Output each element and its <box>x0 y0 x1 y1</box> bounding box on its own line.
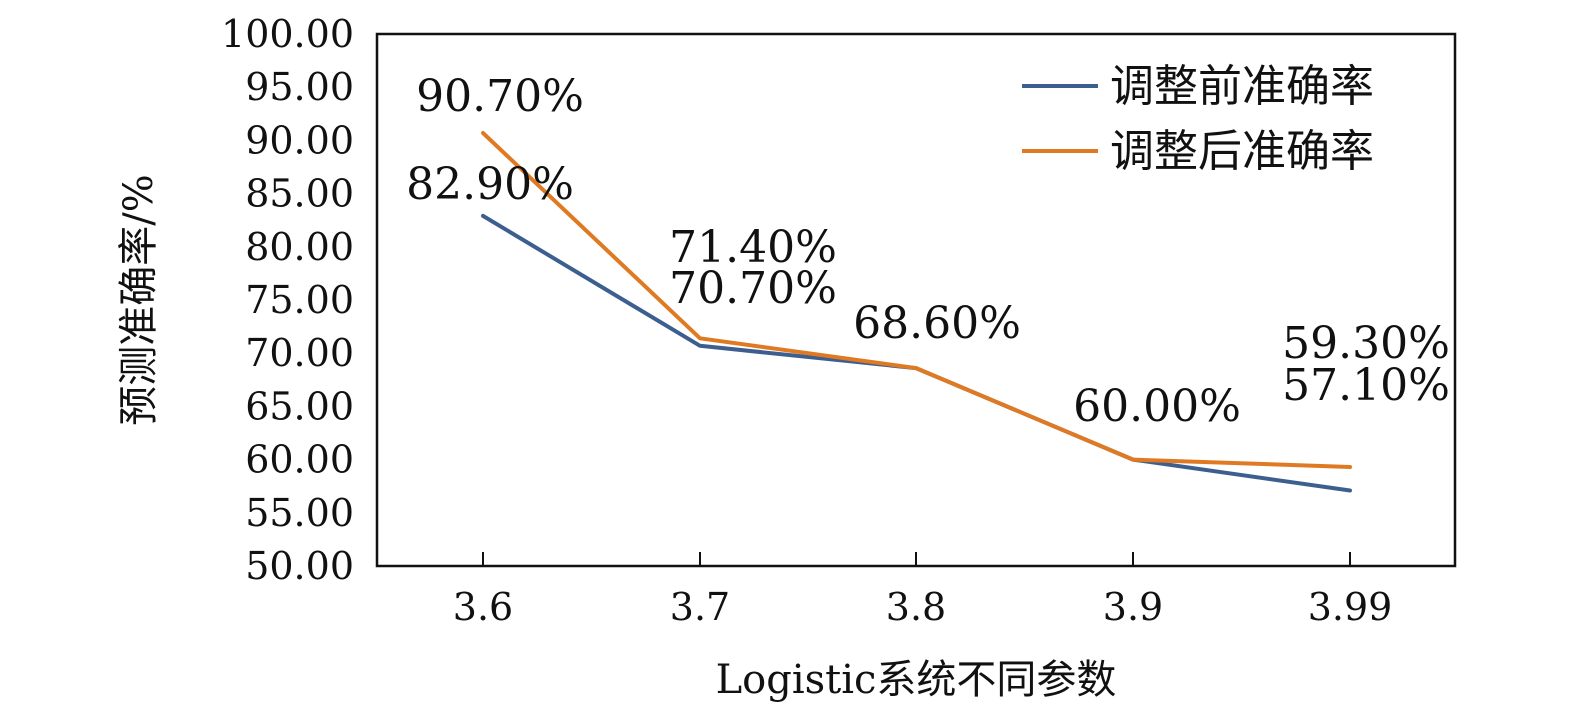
legend: 调整前准确率 调整后准确率 <box>1022 61 1374 177</box>
series-line-after <box>481 131 1352 469</box>
data-label: 68.60% <box>853 298 1021 349</box>
y-tick-label: 60.00 <box>245 438 354 482</box>
y-tick-label: 100.00 <box>221 12 354 56</box>
y-axis-title: 预测准确率/% <box>116 174 162 425</box>
y-tick-label: 55.00 <box>245 491 354 535</box>
x-axis-title: Logistic系统不同参数 <box>716 657 1117 703</box>
x-tick-label: 3.8 <box>886 585 946 629</box>
x-tick-label: 3.7 <box>670 585 730 629</box>
y-tick-label: 90.00 <box>245 118 354 162</box>
series-layer <box>481 131 1352 493</box>
x-tick-label: 3.99 <box>1308 585 1393 629</box>
data-label: 57.10% <box>1282 360 1450 411</box>
data-label: 60.00% <box>1073 381 1241 432</box>
x-tick-label: 3.9 <box>1103 585 1163 629</box>
data-label: 82.90% <box>406 159 574 210</box>
x-axis: 3.6 3.7 3.8 3.9 3.99 <box>453 552 1393 629</box>
y-tick-label: 75.00 <box>245 278 354 322</box>
x-tick-label: 3.6 <box>453 585 513 629</box>
y-tick-label: 80.00 <box>245 225 354 269</box>
y-tick-label: 70.00 <box>245 331 354 375</box>
legend-label-after: 调整后准确率 <box>1110 126 1374 177</box>
data-labels: 82.90% 70.70% 68.60% 60.00% 57.10% 90.70% 71.4… <box>406 71 1450 432</box>
data-label: 71.40% <box>669 222 837 273</box>
data-label: 70.70% <box>669 263 837 314</box>
y-tick-label: 85.00 <box>245 172 354 216</box>
y-tick-label: 65.00 <box>245 384 354 428</box>
data-label: 90.70% <box>416 71 584 122</box>
legend-label-before: 调整前准确率 <box>1110 61 1374 112</box>
data-label: 59.30% <box>1282 318 1450 369</box>
y-tick-label: 50.00 <box>245 544 354 588</box>
y-axis: 50.00 55.00 60.00 65.00 70.00 75.00 80.00 85.00… <box>221 12 354 588</box>
y-tick-label: 95.00 <box>245 65 354 109</box>
